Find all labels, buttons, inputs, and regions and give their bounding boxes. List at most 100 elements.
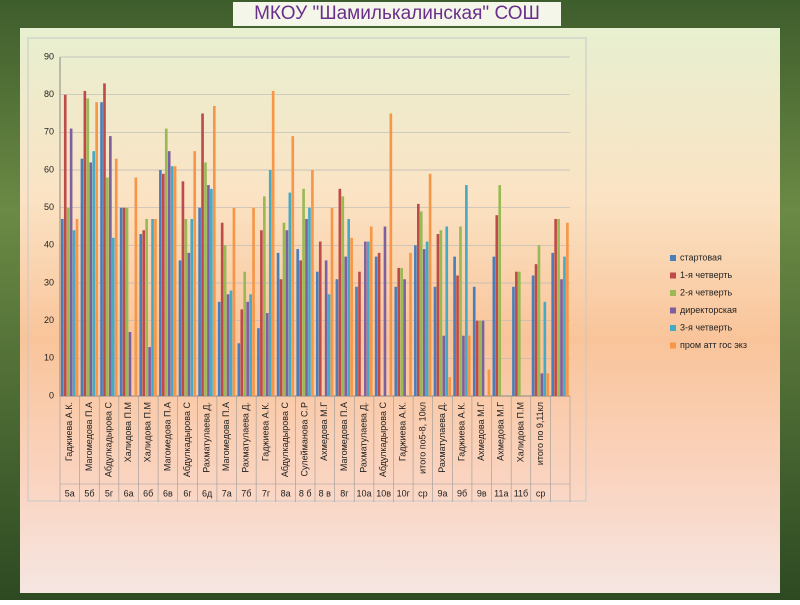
bar	[439, 230, 443, 396]
bar	[288, 192, 292, 396]
bar	[285, 230, 289, 396]
bar	[350, 237, 353, 396]
bar	[422, 249, 426, 396]
bar	[324, 260, 328, 396]
bar	[159, 170, 162, 396]
class-label: 6в	[163, 488, 173, 498]
y-tick-label: 70	[44, 127, 54, 137]
bar	[305, 218, 308, 396]
x-tick-label: Абдулкадырова С	[103, 402, 113, 478]
bar	[296, 249, 300, 396]
bar	[445, 226, 449, 396]
bar	[134, 177, 138, 396]
bar	[92, 151, 96, 396]
bar	[487, 369, 491, 396]
bar	[69, 128, 73, 397]
y-tick-label: 90	[44, 51, 54, 61]
bar	[557, 218, 560, 396]
x-tick-label: Рахматулаева Д.	[241, 402, 251, 473]
bar	[475, 320, 479, 396]
bar	[103, 83, 106, 396]
class-label: 6д	[202, 488, 213, 498]
class-label: 5г	[105, 488, 114, 498]
bar	[60, 218, 64, 396]
bar	[515, 271, 518, 396]
bar	[540, 373, 544, 396]
x-tick-label: Рахматулаева Д.	[201, 402, 211, 473]
class-label: 9в	[477, 488, 487, 498]
bar	[551, 252, 555, 396]
bar	[86, 98, 90, 396]
bar	[369, 226, 373, 396]
bar	[80, 158, 84, 396]
bar	[403, 279, 406, 396]
class-label: 5б	[84, 488, 94, 498]
bar	[148, 347, 151, 396]
legend-swatch	[670, 290, 676, 296]
bar	[308, 207, 311, 396]
bar	[400, 267, 403, 396]
bar	[223, 245, 227, 396]
x-tick-label: итого по 9,11кл	[535, 402, 545, 465]
x-tick-label: итого по5-8, 10кл	[417, 402, 427, 474]
bar	[207, 185, 210, 396]
bar	[453, 256, 456, 396]
bar	[162, 173, 165, 396]
bar	[213, 105, 216, 396]
x-tick-label: Абдулкадырова С	[182, 402, 192, 478]
bar	[299, 260, 302, 396]
bar	[72, 230, 76, 396]
bar	[442, 335, 446, 396]
bar	[531, 275, 535, 396]
bar	[543, 301, 547, 396]
bar	[217, 301, 221, 396]
bar	[414, 245, 417, 396]
bar	[560, 279, 563, 396]
bar	[240, 309, 244, 396]
bar	[226, 294, 230, 396]
bar	[428, 173, 432, 396]
x-tick-label: Ахмедова М.Г	[319, 402, 329, 461]
bar	[338, 188, 342, 396]
y-tick-label: 80	[44, 89, 54, 99]
class-label: 7б	[241, 488, 251, 498]
bar	[377, 252, 381, 396]
bar	[409, 252, 412, 396]
class-label: 6а	[124, 488, 134, 498]
bar	[512, 286, 515, 396]
bar	[249, 294, 252, 396]
bar	[151, 218, 154, 396]
x-tick-label: Гаджиева А.К.	[398, 402, 408, 461]
bar	[417, 203, 420, 396]
bar	[204, 162, 207, 396]
bar	[173, 166, 177, 396]
class-label: 7г	[262, 488, 271, 498]
y-tick-label: 20	[44, 315, 54, 325]
bar	[468, 335, 471, 396]
bar	[252, 207, 255, 396]
x-tick-label: Рахматулаева Д.	[437, 402, 447, 473]
class-label: 6б	[143, 488, 153, 498]
bar	[95, 102, 98, 396]
bar	[190, 218, 194, 396]
bar	[229, 290, 233, 396]
y-tick-label: 30	[44, 277, 54, 287]
x-tick-label: Гаджиева А.К.	[456, 402, 466, 461]
bar	[167, 151, 171, 396]
bar	[122, 207, 126, 396]
legend-swatch	[670, 342, 676, 349]
bar	[119, 207, 123, 396]
bar	[100, 102, 103, 396]
bar	[472, 286, 476, 396]
bar	[210, 188, 213, 396]
bar	[302, 188, 305, 396]
class-label: 11а	[494, 488, 508, 498]
bar	[75, 218, 79, 396]
class-label: 10в	[376, 488, 391, 498]
bar	[347, 218, 351, 396]
bar	[366, 241, 370, 396]
x-tick-label: Халидова П.М	[123, 402, 133, 462]
bar	[89, 162, 93, 396]
bar	[318, 241, 322, 396]
